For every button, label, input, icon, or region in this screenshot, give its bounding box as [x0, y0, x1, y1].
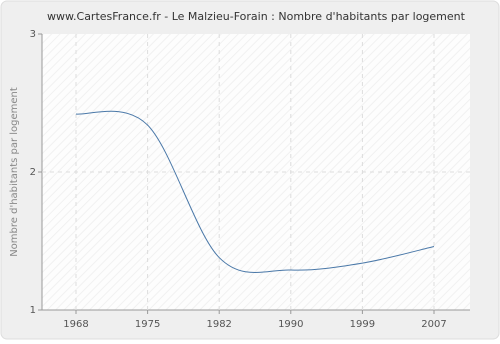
x-tick-label: 1975 — [135, 319, 160, 330]
y-tick-label: 1 — [30, 305, 36, 316]
chart-title: www.CartesFrance.fr - Le Malzieu-Forain … — [47, 10, 466, 23]
x-tick-label: 1982 — [206, 319, 231, 330]
x-tick-label: 2007 — [421, 319, 446, 330]
plot-area — [42, 34, 470, 310]
y-axis-label: Nombre d'habitants par logement — [9, 87, 20, 257]
y-tick-label: 3 — [30, 29, 36, 40]
y-tick-label: 2 — [30, 167, 36, 178]
x-tick-label: 1990 — [278, 319, 303, 330]
x-tick-label: 1968 — [63, 319, 88, 330]
line — [75, 110, 435, 273]
x-tick-label: 1999 — [350, 319, 375, 330]
